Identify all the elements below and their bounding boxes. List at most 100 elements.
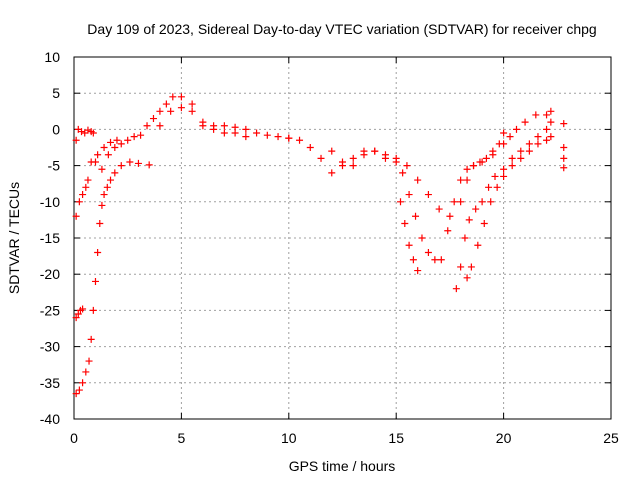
data-point bbox=[396, 198, 404, 206]
data-point bbox=[137, 131, 145, 139]
data-point bbox=[403, 162, 411, 170]
data-point bbox=[457, 176, 465, 184]
data-point bbox=[242, 125, 250, 133]
x-tick-label: 10 bbox=[281, 430, 297, 446]
data-point bbox=[75, 386, 83, 394]
data-point bbox=[381, 151, 389, 159]
data-point bbox=[560, 144, 568, 151]
data-point bbox=[412, 212, 420, 220]
data-point bbox=[79, 191, 87, 199]
data-point bbox=[169, 93, 177, 101]
data-point bbox=[547, 107, 555, 115]
data-point bbox=[220, 122, 228, 130]
data-point bbox=[457, 198, 465, 206]
data-point bbox=[75, 198, 83, 206]
data-point bbox=[467, 263, 475, 271]
data-point bbox=[465, 216, 473, 224]
data-point bbox=[210, 122, 218, 130]
data-point bbox=[104, 151, 112, 159]
data-point bbox=[560, 154, 568, 162]
data-point bbox=[446, 212, 454, 220]
y-tick-label: -25 bbox=[40, 302, 60, 318]
data-point bbox=[111, 169, 119, 177]
data-point bbox=[82, 183, 90, 191]
data-point bbox=[156, 122, 164, 130]
data-point bbox=[480, 220, 488, 228]
data-point bbox=[134, 159, 142, 167]
data-point bbox=[349, 154, 357, 162]
data-point bbox=[521, 118, 529, 126]
data-point bbox=[463, 274, 471, 282]
data-point bbox=[79, 305, 87, 313]
data-point bbox=[392, 154, 400, 162]
y-tick-label: 0 bbox=[52, 121, 60, 137]
series-track-i bbox=[396, 198, 422, 275]
data-point bbox=[296, 136, 304, 144]
data-point bbox=[82, 368, 90, 376]
data-point bbox=[500, 165, 508, 173]
data-point bbox=[188, 107, 196, 115]
data-point bbox=[328, 169, 336, 177]
data-point bbox=[242, 133, 250, 141]
data-point bbox=[500, 172, 508, 180]
series-track-j bbox=[452, 118, 555, 293]
data-point bbox=[457, 263, 465, 271]
data-point bbox=[534, 133, 542, 141]
data-point bbox=[84, 126, 92, 134]
data-point bbox=[517, 154, 525, 162]
data-point bbox=[98, 201, 106, 209]
data-point bbox=[485, 183, 493, 191]
x-tick-label: 0 bbox=[70, 430, 78, 446]
data-point bbox=[399, 169, 407, 177]
y-tick-label: 10 bbox=[44, 49, 60, 65]
data-point bbox=[117, 162, 125, 170]
data-point bbox=[478, 158, 486, 166]
data-point bbox=[435, 205, 443, 213]
data-point bbox=[87, 335, 95, 343]
data-point bbox=[199, 118, 207, 126]
series-track-b bbox=[72, 176, 92, 220]
data-point bbox=[231, 123, 239, 131]
data-point bbox=[500, 140, 508, 148]
data-point bbox=[220, 129, 228, 137]
series-track-l bbox=[560, 120, 568, 172]
data-point bbox=[452, 285, 460, 293]
data-point bbox=[431, 256, 439, 264]
data-point bbox=[409, 256, 417, 264]
data-point bbox=[94, 248, 102, 256]
series-track-f bbox=[87, 136, 121, 166]
data-point bbox=[328, 147, 336, 155]
data-point bbox=[143, 122, 151, 130]
y-tick-label: -40 bbox=[40, 411, 60, 427]
data-point bbox=[360, 151, 368, 159]
data-point bbox=[506, 133, 514, 141]
data-point bbox=[285, 134, 293, 142]
axis-ticks: 0 5 10 15 20 25 -40 -35 -30 -25 -20 -15 -10 -5 0 5 10 bbox=[40, 49, 619, 446]
data-point bbox=[72, 136, 80, 144]
data-point bbox=[111, 144, 119, 151]
data-point bbox=[162, 100, 170, 108]
data-point bbox=[87, 158, 95, 166]
data-point bbox=[124, 136, 132, 144]
data-point bbox=[100, 144, 108, 151]
series-track-a bbox=[72, 125, 97, 144]
y-axis-label: SDTVAR / TECUs bbox=[6, 182, 22, 294]
data-point bbox=[474, 241, 482, 249]
data-point bbox=[177, 93, 185, 101]
data-point bbox=[130, 133, 138, 141]
data-point bbox=[414, 176, 422, 184]
data-point bbox=[560, 164, 568, 172]
data-point bbox=[512, 125, 520, 133]
data-point bbox=[517, 147, 525, 155]
data-point bbox=[470, 162, 478, 170]
data-point bbox=[418, 234, 426, 242]
data-point bbox=[560, 120, 568, 128]
y-tick-label: -35 bbox=[40, 375, 60, 391]
chart-title: Day 109 of 2023, Sidereal Day-to-day VTE… bbox=[87, 21, 596, 37]
data-point bbox=[424, 191, 432, 199]
data-point bbox=[405, 191, 413, 199]
data-point bbox=[156, 107, 164, 115]
